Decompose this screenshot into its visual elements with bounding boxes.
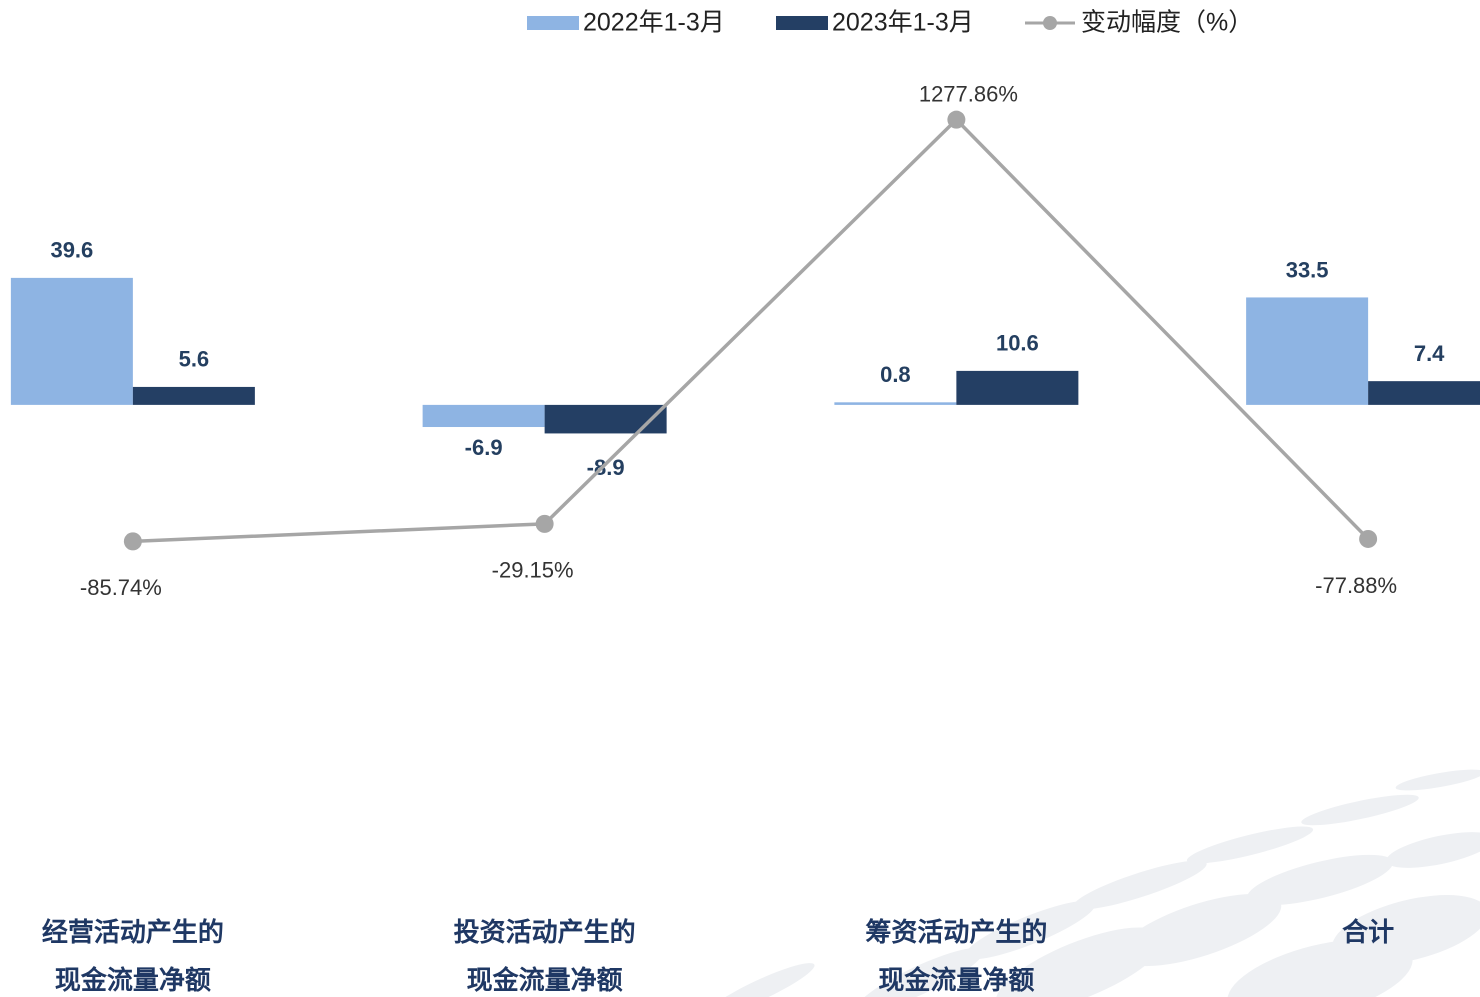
bar [956,370,1079,405]
background-decoration [705,769,1480,997]
bar-value-label: 5.6 [179,347,210,372]
legend-label: 变动幅度（%） [1081,9,1253,37]
line-value-label: -85.74% [80,575,162,600]
bar [1246,297,1369,405]
bar [132,386,255,405]
line-marker [123,532,142,551]
legend-label: 2023年1-3月 [832,9,974,37]
bar-value-label: 7.4 [1414,341,1445,366]
x-tick-label: 筹资活动产生的 [865,917,1047,947]
x-tick-label: 合计 [1342,917,1394,947]
x-tick-label: 现金流量净额 [55,965,211,995]
bar-value-label: 39.6 [50,238,93,263]
x-tick-label: 现金流量净额 [878,965,1034,995]
bar [834,402,957,405]
x-tick-label: 投资活动产生的 [454,917,636,947]
bar-value-label: 10.6 [996,331,1039,356]
bar-value-label: -6.9 [465,435,503,460]
bar-value-label: 33.5 [1286,257,1329,282]
line-marker [947,110,966,129]
legend-swatch [776,16,828,30]
line-value-label: -77.88% [1315,573,1397,598]
bar-value-label: 0.8 [880,362,911,387]
line-marker [535,514,554,533]
x-tick-label: 现金流量净额 [467,965,623,995]
bar [10,277,133,405]
legend-marker [1043,16,1057,30]
bar [422,404,545,428]
bar [544,404,667,434]
bar [1368,381,1480,405]
x-tick-label: 经营活动产生的 [42,917,224,947]
line-value-label: 1277.86% [919,81,1018,106]
line [132,117,1370,544]
legend-swatch [527,16,579,30]
line-marker [1359,529,1378,548]
legend-label: 2022年1-3月 [583,9,725,37]
line-value-label: -29.15% [492,558,574,583]
